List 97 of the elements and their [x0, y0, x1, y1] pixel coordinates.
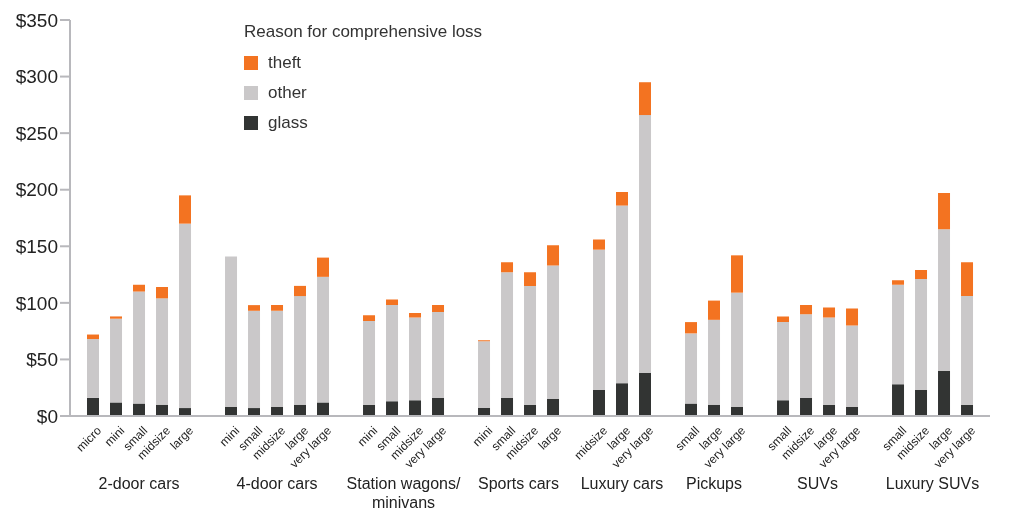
x-axis-title: Station wagons/minivans	[346, 475, 461, 511]
x-axis-title: Pickups	[685, 475, 743, 492]
bar	[846, 325, 859, 407]
bar	[777, 400, 790, 416]
bar	[823, 317, 836, 405]
bar	[823, 307, 836, 318]
legend-label: glass	[268, 113, 308, 133]
bar	[409, 317, 422, 401]
bar	[133, 284, 146, 292]
bar	[915, 279, 928, 390]
bar	[938, 370, 951, 416]
x-axis-title: 4-door cars	[236, 475, 318, 492]
bar	[708, 319, 721, 405]
bar	[271, 310, 284, 407]
bar	[432, 305, 445, 312]
bar	[271, 305, 284, 311]
bar	[409, 313, 422, 318]
bar	[731, 292, 744, 407]
bar	[777, 322, 790, 401]
bar	[478, 341, 491, 409]
bar	[317, 276, 330, 403]
bar	[593, 249, 606, 390]
y-tick-label: $300	[15, 66, 58, 88]
bar	[386, 305, 399, 402]
y-tick-label: $100	[15, 292, 58, 314]
bar	[524, 272, 537, 286]
y-tick-label: $150	[15, 236, 58, 258]
bar	[938, 229, 951, 371]
bar	[846, 308, 859, 326]
bar	[616, 205, 629, 384]
x-axis-title: 2-door cars	[97, 474, 181, 493]
y-tick-label: $0	[36, 405, 58, 427]
bar	[432, 397, 445, 416]
y-tick-label: $250	[15, 122, 58, 144]
bar	[432, 311, 445, 398]
bar	[133, 291, 146, 404]
bar	[524, 285, 537, 405]
x-axis-title: Luxury SUVs	[884, 474, 981, 493]
bar	[708, 300, 721, 320]
bar	[363, 320, 376, 405]
bar	[501, 272, 514, 398]
bar	[593, 239, 606, 250]
bar	[110, 402, 123, 416]
bar	[547, 245, 560, 266]
bar	[593, 389, 606, 416]
bar	[110, 316, 123, 319]
bar	[961, 262, 974, 297]
bar	[294, 285, 307, 297]
legend-title: Reason for comprehensive loss	[244, 22, 483, 42]
x-axis-title: SUVs	[797, 475, 838, 492]
bar	[616, 191, 629, 206]
bar	[915, 270, 928, 280]
bar	[409, 400, 422, 416]
bar	[639, 82, 652, 116]
bar	[156, 287, 169, 299]
bar	[938, 193, 951, 230]
bar	[110, 318, 123, 403]
bar	[87, 397, 100, 416]
bar	[386, 299, 399, 306]
bar	[248, 310, 261, 409]
bar	[225, 256, 238, 407]
bar	[179, 195, 192, 224]
bar	[156, 298, 169, 405]
bar	[317, 257, 330, 277]
bar	[892, 280, 905, 285]
bar	[317, 402, 330, 416]
bar	[915, 389, 928, 416]
bar	[547, 265, 560, 400]
bar	[616, 383, 629, 416]
bar	[501, 262, 514, 273]
y-tick-label: $350	[15, 9, 58, 31]
legend-label: other	[268, 83, 307, 103]
bar	[800, 305, 813, 315]
bar	[294, 296, 307, 405]
legend-label: theft	[268, 53, 302, 73]
bar	[639, 373, 652, 416]
x-axis-title: Luxury cars	[580, 475, 664, 492]
y-tick-label: $200	[15, 179, 58, 201]
bar	[892, 284, 905, 385]
bar	[685, 322, 698, 334]
bar	[961, 296, 974, 405]
bar	[179, 223, 192, 409]
y-tick-label: $50	[26, 349, 58, 371]
bar	[386, 401, 399, 416]
bar	[731, 255, 744, 293]
bar	[363, 315, 376, 321]
bar	[800, 397, 813, 416]
bar	[248, 305, 261, 311]
bar	[87, 339, 100, 398]
bar	[892, 384, 905, 416]
bar	[501, 397, 514, 416]
x-axis-title: Sports cars	[478, 475, 559, 492]
bar	[800, 314, 813, 398]
bar	[777, 316, 790, 323]
bar	[547, 399, 560, 416]
bar	[685, 333, 698, 404]
bar	[639, 115, 652, 374]
